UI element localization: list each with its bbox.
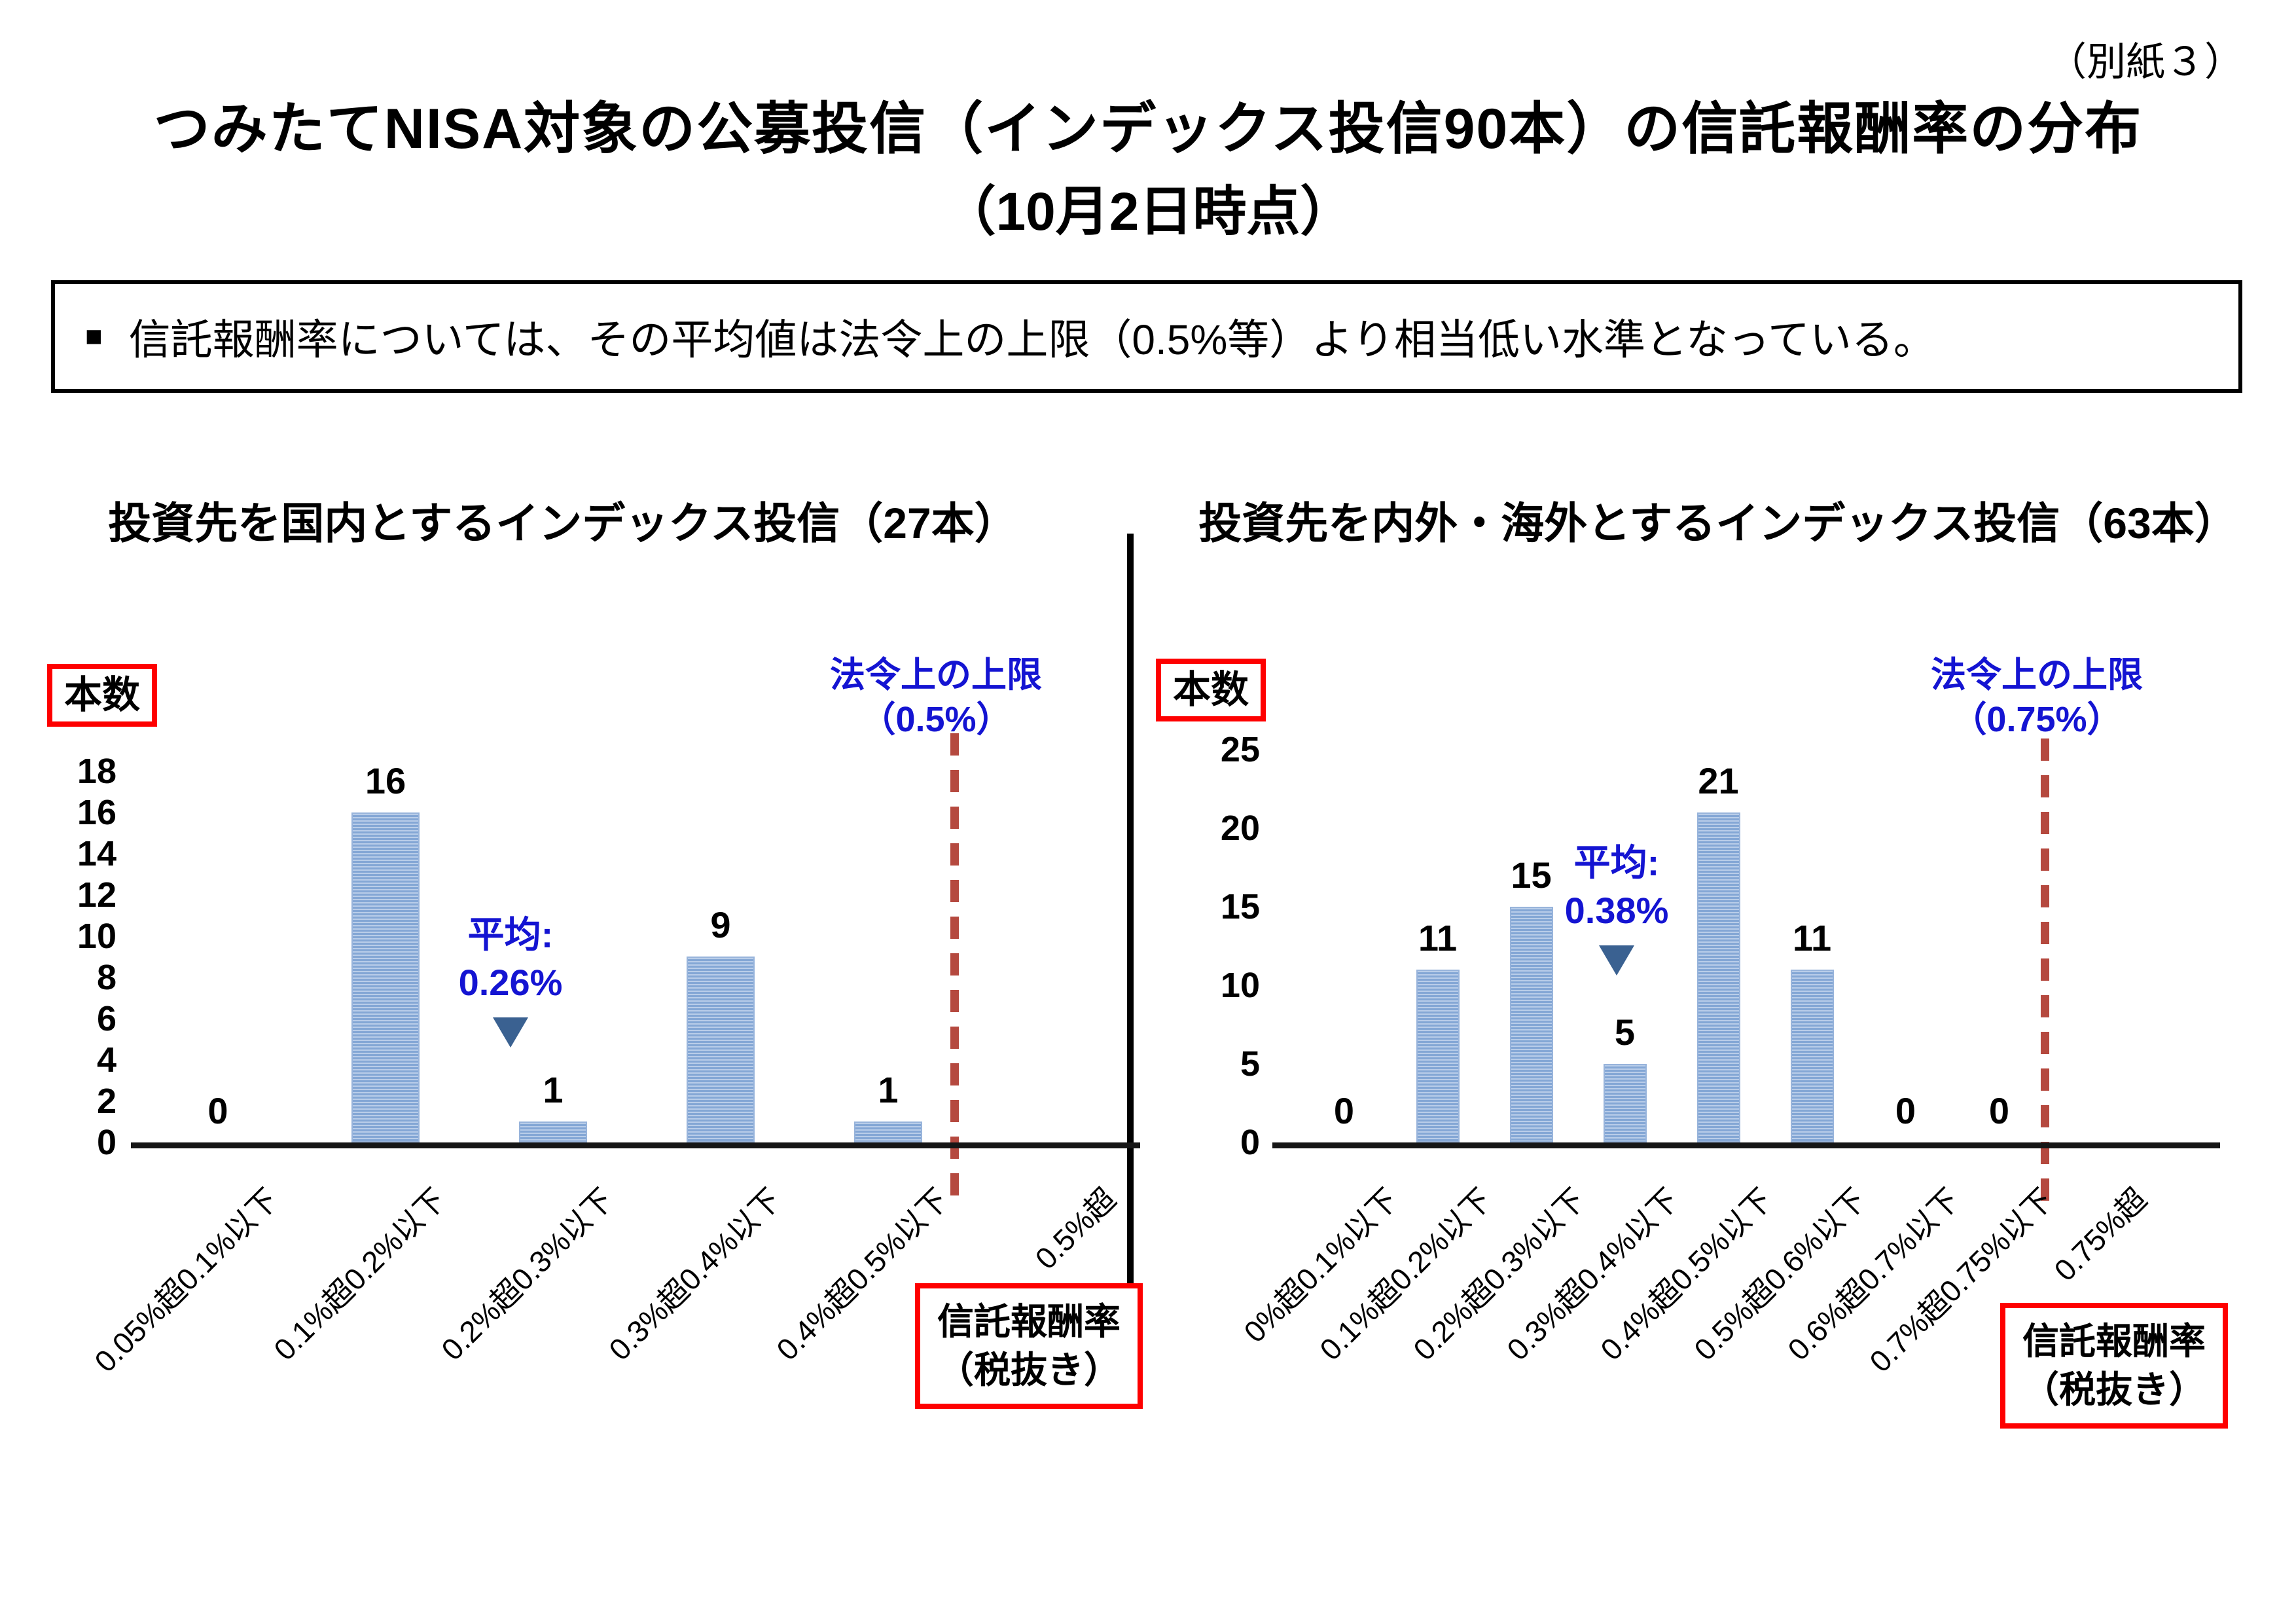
left-bar — [854, 1122, 922, 1142]
left-y-tick-label: 12 — [77, 875, 117, 915]
right-x-axis-title-box: 信託報酬率 （税抜き） — [2000, 1303, 2228, 1429]
left-x-axis-line — [131, 1142, 1140, 1148]
left-y-tick-label: 6 — [96, 999, 117, 1038]
right-cap-annotation: 法令上の上限 （0.75%） — [1906, 653, 2168, 742]
page-title: つみたてNISA対象の公募投信（インデックス投信90本）の信託報酬率の分布 — [153, 98, 2143, 160]
right-bar — [1509, 907, 1553, 1142]
bullet-square-icon: ■ — [85, 320, 103, 352]
right-bar — [1416, 970, 1460, 1142]
left-cap-label: 法令上の上限 — [830, 655, 1042, 695]
left-bar-value-label: 1 — [543, 1069, 564, 1110]
left-y-tick-label: 2 — [96, 1082, 117, 1121]
left-y-tick-label: 4 — [96, 1040, 117, 1080]
right-y-tick-label: 20 — [1220, 809, 1260, 848]
left-mean-triangle-icon — [493, 1017, 528, 1048]
left-mean-label: 平均: — [467, 914, 554, 955]
right-bar-value-label: 0 — [1895, 1090, 1916, 1131]
right-bar-value-label: 11 — [1792, 917, 1832, 958]
left-y-tick-label: 14 — [77, 834, 117, 873]
right-mean-triangle-icon — [1599, 945, 1634, 976]
right-y-tick-label: 10 — [1220, 966, 1260, 1005]
right-y-tick-label: 15 — [1220, 887, 1260, 926]
left-cap-annotation: 法令上の上限 （0.5%） — [805, 653, 1067, 742]
summary-text: 信託報酬率については、その平均値は法令上の上限（0.5%等）より相当低い水準とな… — [128, 316, 1935, 363]
summary-box: ■ 信託報酬率については、その平均値は法令上の上限（0.5%等）より相当低い水準… — [51, 280, 2242, 393]
page-subtitle: （10月2日時点） — [942, 182, 1354, 242]
left-bar-value-label: 9 — [710, 904, 731, 945]
right-y-tick-label: 25 — [1220, 730, 1260, 769]
left-bar-value-label: 1 — [878, 1069, 899, 1110]
left-x-axis-title-line2: （税抜き） — [937, 1349, 1121, 1391]
corner-note: （別紙３） — [2047, 40, 2244, 84]
left-cap-value: （0.5%） — [860, 699, 1012, 739]
right-chart-title: 投資先を内外・海外とするインデックス投信（63本） — [1198, 499, 2238, 547]
right-mean-label: 平均: — [1573, 842, 1660, 883]
right-bar — [1696, 812, 1740, 1142]
right-mean-annotation: 平均: 0.38% — [1518, 839, 1715, 976]
right-y-tick-label: 5 — [1240, 1044, 1260, 1084]
left-y-tick-label: 8 — [96, 958, 117, 997]
left-y-axis-title-box: 本数 — [47, 664, 158, 727]
left-bar-value-label: 16 — [365, 760, 406, 801]
right-bar — [1790, 970, 1834, 1142]
right-y-axis-title-box: 本数 — [1156, 659, 1266, 721]
left-y-tick-label: 16 — [77, 793, 117, 832]
right-x-axis-title-line1: 信託報酬率 — [2022, 1321, 2206, 1362]
left-cap-dashed-line — [950, 733, 959, 1201]
right-bar-value-label: 11 — [1418, 917, 1458, 958]
left-x-axis-title-box: 信託報酬率 （税抜き） — [915, 1283, 1143, 1409]
right-y-tick-label: 0 — [1240, 1123, 1260, 1162]
left-mean-value: 0.26% — [458, 961, 563, 1003]
right-bar — [1603, 1064, 1647, 1142]
left-mean-annotation: 平均: 0.26% — [412, 911, 609, 1048]
right-bar-value-label: 21 — [1698, 760, 1739, 801]
right-cap-value: （0.75%） — [1951, 699, 2123, 739]
left-bar — [519, 1122, 587, 1142]
left-chart-title: 投資先を国内とするインデックス投信（27本） — [108, 499, 1018, 547]
left-bar — [687, 957, 755, 1142]
left-y-tick-label: 10 — [77, 917, 117, 956]
right-x-axis-title-line2: （税抜き） — [2022, 1368, 2206, 1410]
right-cap-dashed-line — [2041, 739, 2049, 1205]
right-bar-value-label: 5 — [1614, 1012, 1636, 1053]
left-y-tick-label: 18 — [77, 752, 117, 791]
right-mean-value: 0.38% — [1564, 889, 1669, 931]
right-bar-value-label: 15 — [1511, 854, 1552, 896]
right-bar-value-label: 0 — [1988, 1090, 2010, 1131]
left-bar-value-label: 0 — [207, 1090, 228, 1131]
left-y-tick-label: 0 — [96, 1123, 117, 1162]
right-cap-label: 法令上の上限 — [1931, 655, 2143, 695]
right-x-axis-line — [1272, 1142, 2220, 1148]
chart-divider-line — [1127, 534, 1134, 1399]
left-x-axis-title-line1: 信託報酬率 — [937, 1301, 1121, 1342]
left-bar — [351, 812, 420, 1142]
right-bar-value-label: 0 — [1333, 1090, 1355, 1131]
